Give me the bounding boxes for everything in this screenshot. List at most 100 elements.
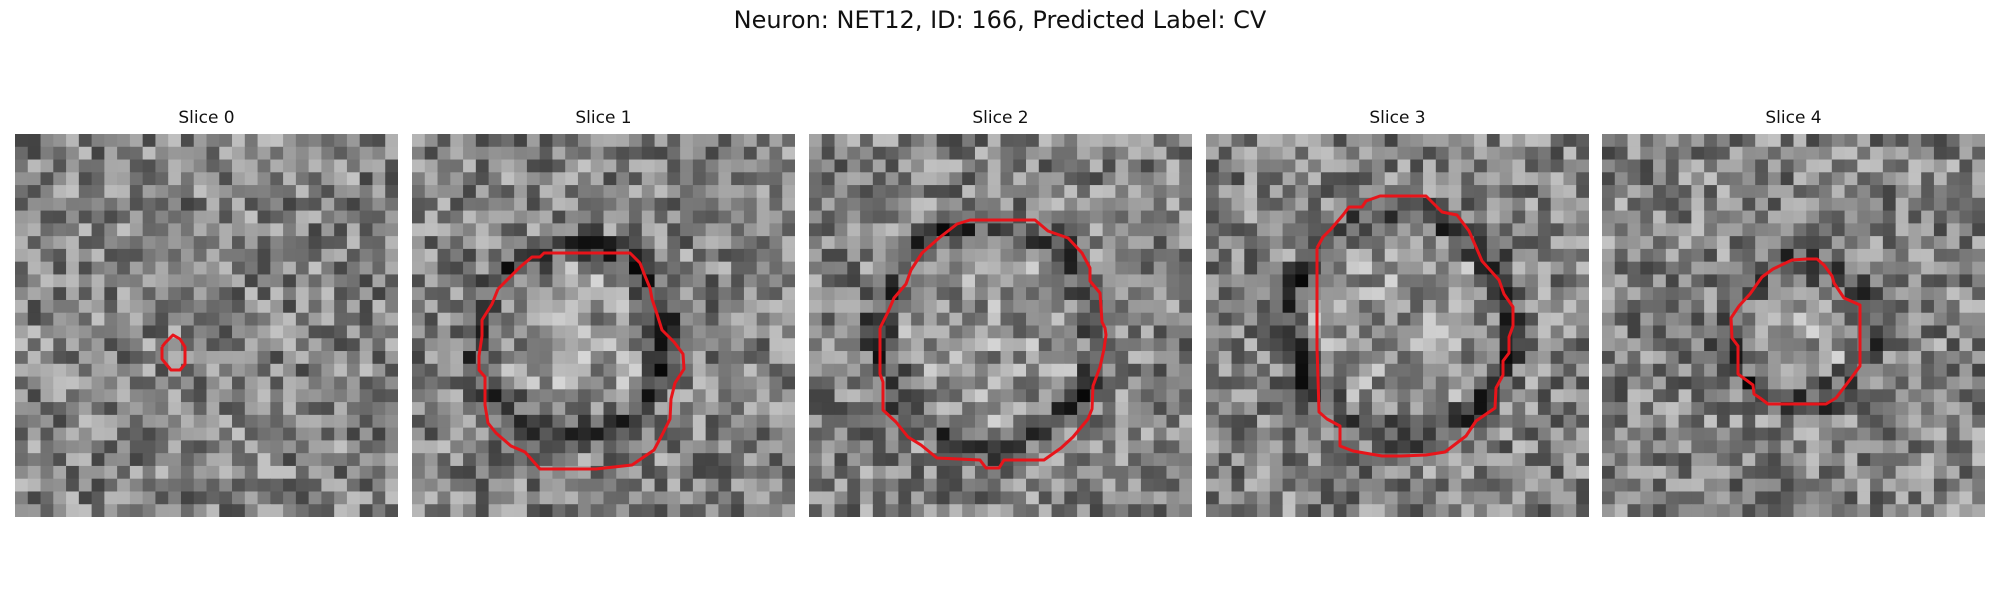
pixel-cell <box>1448 236 1462 250</box>
pixel-cell <box>270 236 284 250</box>
pixel-cell <box>1870 338 1884 352</box>
pixel-cell <box>1665 312 1680 327</box>
pixel-cell <box>1359 236 1373 250</box>
pixel-cell <box>1115 134 1129 148</box>
pixel-cell <box>450 172 464 186</box>
pixel-cell <box>603 274 617 288</box>
pixel-cell <box>705 402 719 416</box>
pixel-cell <box>385 185 398 199</box>
pixel-cell <box>1665 414 1680 429</box>
pixel-cell <box>1742 440 1756 454</box>
pixel-cell <box>514 223 528 237</box>
pixel-cell <box>1206 504 1220 517</box>
pixel-cell <box>962 172 976 186</box>
pixel-cell <box>501 185 515 199</box>
pixel-cell <box>1882 236 1897 250</box>
pixel-cell <box>1819 134 1833 148</box>
pixel-cell <box>1512 287 1526 301</box>
pixel-cell <box>1665 427 1680 441</box>
pixel-cell <box>1716 261 1731 276</box>
pixel-cell <box>1678 427 1692 441</box>
pixel-cell <box>1308 185 1322 199</box>
pixel-cell <box>1576 248 1589 263</box>
pixel-cell <box>1077 402 1091 416</box>
pixel-cell <box>1013 389 1027 403</box>
pixel-cell <box>769 363 783 378</box>
pixel-cell <box>463 402 477 416</box>
pixel-cell <box>1346 465 1360 480</box>
pixel-cell <box>654 453 668 467</box>
pixel-cell <box>782 376 795 390</box>
pixel-cell <box>1716 453 1731 467</box>
pixel-cell <box>1320 427 1335 441</box>
pixel-cell <box>1474 376 1488 390</box>
pixel-cell <box>1780 440 1795 454</box>
pixel-cell <box>1525 338 1539 352</box>
pixel-cell <box>680 478 694 493</box>
pixel-cell <box>129 312 144 327</box>
pixel-cell <box>372 389 386 403</box>
pixel-cell <box>1972 491 1985 505</box>
pixel-cell <box>692 351 707 365</box>
pixel-cell <box>463 478 477 493</box>
pixel-cell <box>577 402 592 416</box>
pixel-cell <box>590 312 605 327</box>
slice-image-2 <box>809 134 1192 517</box>
pixel-cell <box>1486 427 1501 441</box>
pixel-cell <box>1550 236 1565 250</box>
pixel-cell <box>424 287 439 301</box>
pixel-cell <box>911 299 925 314</box>
pixel-cell <box>129 465 144 480</box>
pixel-cell <box>911 504 925 517</box>
pixel-cell <box>1946 248 1961 263</box>
pixel-cell <box>756 491 771 505</box>
pixel-cell <box>974 440 989 454</box>
pixel-cell <box>1576 197 1589 212</box>
pixel-cell <box>1435 312 1450 327</box>
pixel-cell <box>1537 159 1552 173</box>
pixel-cell <box>641 299 656 314</box>
pixel-cell <box>1921 440 1935 454</box>
pixel-cell <box>91 185 105 199</box>
slice-title-4: Slice 4 <box>1765 108 1822 128</box>
pixel-cell <box>1767 312 1782 327</box>
pixel-cell <box>244 504 259 517</box>
pixel-cell <box>1921 376 1935 390</box>
pixel-cell <box>1295 312 1309 327</box>
pixel-cell <box>821 504 836 517</box>
pixel-cell <box>1410 159 1424 173</box>
pixel-cell <box>1704 402 1718 416</box>
pixel-cell <box>821 427 836 441</box>
pixel-cell <box>1102 376 1116 390</box>
pixel-cell <box>1461 210 1475 224</box>
pixel-cell <box>1320 236 1335 250</box>
pixel-cell <box>193 325 208 339</box>
pixel-cell <box>206 465 220 480</box>
pixel-cell <box>885 338 899 352</box>
pixel-cell <box>168 248 182 263</box>
pixel-cell <box>1089 414 1104 429</box>
pixel-cell <box>1308 325 1322 339</box>
pixel-cell <box>654 287 668 301</box>
pixel-cell <box>629 197 643 212</box>
pixel-cell <box>1946 453 1961 467</box>
pixel-cell <box>1448 159 1462 173</box>
pixel-cell <box>104 363 118 378</box>
pixel-cell <box>193 402 208 416</box>
pixel-cell <box>603 453 617 467</box>
pixel-cell <box>450 453 464 467</box>
pixel-cell <box>539 172 554 186</box>
pixel-cell <box>1397 299 1411 314</box>
pixel-cell <box>1946 427 1961 441</box>
pixel-cell <box>885 491 899 505</box>
pixel-cell <box>450 197 464 212</box>
pixel-cell <box>27 478 42 493</box>
pixel-cell <box>923 414 938 429</box>
pixel-cell <box>1525 159 1539 173</box>
pixel-cell <box>488 274 502 288</box>
pixel-cell <box>1128 261 1142 276</box>
pixel-cell <box>1423 338 1437 352</box>
pixel-cell <box>987 376 1002 390</box>
pixel-cell <box>911 465 925 480</box>
pixel-cell <box>1972 414 1985 429</box>
